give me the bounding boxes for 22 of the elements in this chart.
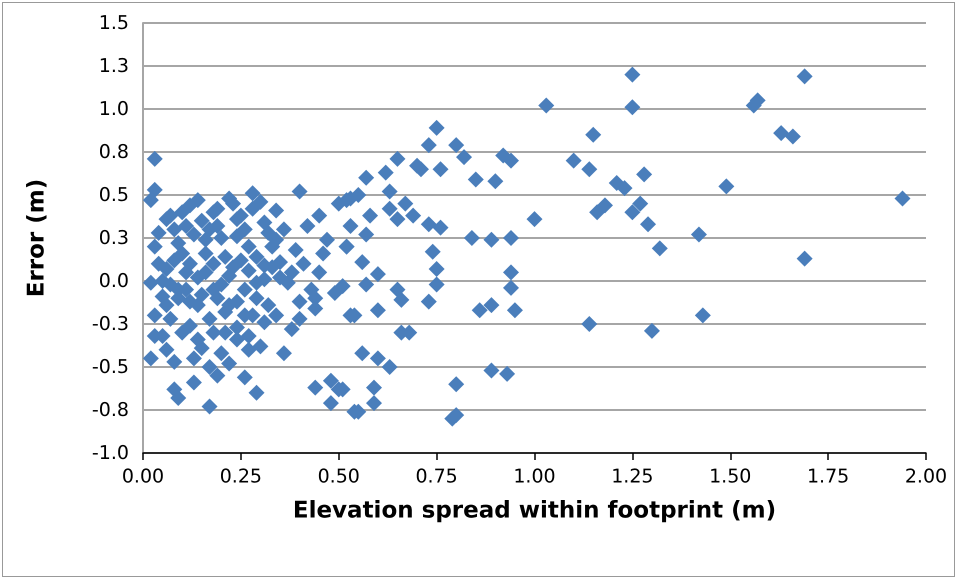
x-tick-label: 1.25: [611, 466, 654, 488]
y-tick-label: 0.5: [98, 184, 129, 206]
y-tick-label: 0.8: [98, 141, 129, 163]
y-tick-label: -0.8: [92, 399, 129, 421]
x-tick-label: 0.75: [415, 466, 458, 488]
x-tick-label: 2.00: [904, 466, 948, 488]
x-tick-label: 1.75: [806, 466, 850, 488]
x-tick-label: 0.25: [220, 466, 262, 488]
y-tick-label: 0.0: [98, 270, 129, 292]
y-tick-label: -0.3: [92, 313, 129, 335]
x-tick-label: 0.50: [318, 466, 360, 488]
y-tick-label: 1.5: [98, 12, 129, 34]
y-tick-label: 0.3: [98, 227, 129, 249]
x-axis-title: Elevation spread within footprint (m): [292, 498, 776, 524]
x-tick-label: 1.00: [513, 466, 556, 488]
y-tick-label: -1.0: [92, 442, 129, 464]
y-axis-title: Error (m): [24, 178, 50, 298]
y-tick-label: -0.5: [92, 356, 129, 378]
y-tick-label: 1.3: [98, 55, 129, 77]
x-tick-label: 0.00: [122, 466, 164, 488]
x-tick-label: 1.50: [709, 466, 752, 488]
y-tick-label: 1.0: [98, 98, 129, 120]
